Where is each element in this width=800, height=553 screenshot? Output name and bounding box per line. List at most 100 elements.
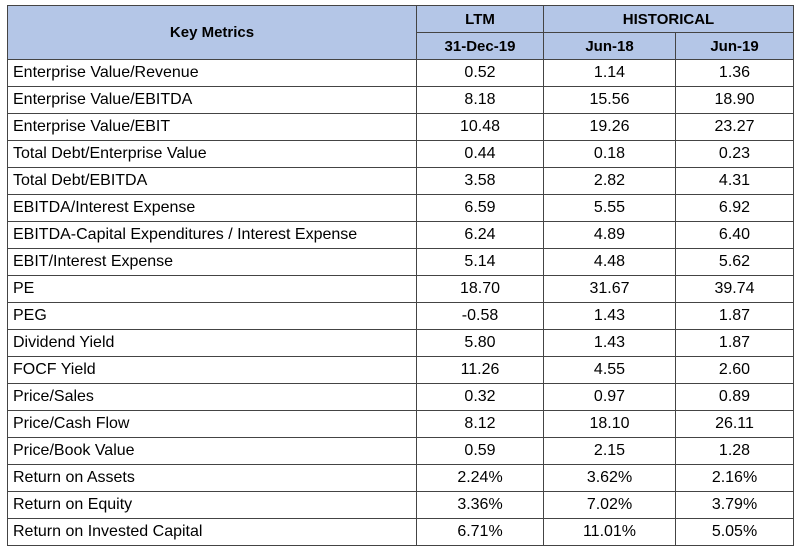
table-row: Enterprise Value/EBIT 10.48 19.26 23.27 — [7, 113, 794, 141]
metric-label: Enterprise Value/EBIT — [7, 113, 417, 141]
table-row: Dividend Yield 5.80 1.43 1.87 — [7, 329, 794, 357]
metric-value: 19.26 — [543, 113, 676, 141]
metric-label: EBIT/Interest Expense — [7, 248, 417, 276]
metric-value: 6.40 — [675, 221, 794, 249]
period-header: 31-Dec-19 — [416, 32, 544, 60]
table-row: PE 18.70 31.67 39.74 — [7, 275, 794, 303]
metric-value: 0.44 — [416, 140, 544, 168]
metric-value: 4.55 — [543, 356, 676, 384]
metric-label: Price/Cash Flow — [7, 410, 417, 438]
metric-value: 6.71% — [416, 518, 544, 546]
metric-label: Price/Sales — [7, 383, 417, 411]
table-row: Return on Invested Capital 6.71% 11.01% 5.0… — [7, 518, 794, 546]
metric-value: -0.58 — [416, 302, 544, 330]
metric-label: Enterprise Value/Revenue — [7, 59, 417, 87]
metric-value: 5.62 — [675, 248, 794, 276]
metric-value: 3.58 — [416, 167, 544, 195]
table-row: Enterprise Value/EBITDA 8.18 15.56 18.90 — [7, 86, 794, 114]
key-metrics-header: Key Metrics — [7, 5, 417, 60]
table-row: EBITDA/Interest Expense 6.59 5.55 6.92 — [7, 194, 794, 222]
table-header: Key Metrics LTM HISTORICAL 31-Dec-19 Jun… — [7, 5, 794, 60]
metric-value: 10.48 — [416, 113, 544, 141]
table-row: EBIT/Interest Expense 5.14 4.48 5.62 — [7, 248, 794, 276]
metric-label: Enterprise Value/EBITDA — [7, 86, 417, 114]
table-row: Return on Equity 3.36% 7.02% 3.79% — [7, 491, 794, 519]
metric-value: 18.10 — [543, 410, 676, 438]
metric-value: 15.56 — [543, 86, 676, 114]
metric-value: 0.59 — [416, 437, 544, 465]
table-row: Price/Book Value 0.59 2.15 1.28 — [7, 437, 794, 465]
metric-value: 3.62% — [543, 464, 676, 492]
metric-value: 6.24 — [416, 221, 544, 249]
metric-value: 3.79% — [675, 491, 794, 519]
metric-value: 39.74 — [675, 275, 794, 303]
metric-value: 1.28 — [675, 437, 794, 465]
metric-value: 6.92 — [675, 194, 794, 222]
metric-label: Return on Equity — [7, 491, 417, 519]
table-row: Total Debt/Enterprise Value 0.44 0.18 0.23 — [7, 140, 794, 168]
metric-value: 11.01% — [543, 518, 676, 546]
metric-value: 1.43 — [543, 329, 676, 357]
metric-value: 8.18 — [416, 86, 544, 114]
metric-value: 11.26 — [416, 356, 544, 384]
metric-value: 1.14 — [543, 59, 676, 87]
metric-value: 18.90 — [675, 86, 794, 114]
table-row: Price/Cash Flow 8.12 18.10 26.11 — [7, 410, 794, 438]
metric-value: 5.55 — [543, 194, 676, 222]
metric-value: 3.36% — [416, 491, 544, 519]
metric-label: PE — [7, 275, 417, 303]
table-body: Enterprise Value/Revenue 0.52 1.14 1.36 Ent… — [7, 59, 794, 546]
metric-label: FOCF Yield — [7, 356, 417, 384]
metric-value: 2.82 — [543, 167, 676, 195]
metric-label: EBITDA-Capital Expenditures / Interest E… — [7, 221, 417, 249]
metric-value: 0.23 — [675, 140, 794, 168]
metric-value: 0.32 — [416, 383, 544, 411]
metric-value: 5.05% — [675, 518, 794, 546]
table-row: EBITDA-Capital Expenditures / Interest E… — [7, 221, 794, 249]
metric-label: Dividend Yield — [7, 329, 417, 357]
table-row: Enterprise Value/Revenue 0.52 1.14 1.36 — [7, 59, 794, 87]
table-row: Return on Assets 2.24% 3.62% 2.16% — [7, 464, 794, 492]
metric-label: Total Debt/Enterprise Value — [7, 140, 417, 168]
metric-value: 1.87 — [675, 329, 794, 357]
metric-label: Price/Book Value — [7, 437, 417, 465]
metric-value: 4.48 — [543, 248, 676, 276]
metric-value: 8.12 — [416, 410, 544, 438]
metric-value: 0.18 — [543, 140, 676, 168]
metric-label: EBITDA/Interest Expense — [7, 194, 417, 222]
metric-value: 26.11 — [675, 410, 794, 438]
metric-value: 1.36 — [675, 59, 794, 87]
ltm-header: LTM — [416, 5, 544, 33]
table-row: FOCF Yield 11.26 4.55 2.60 — [7, 356, 794, 384]
metric-value: 31.67 — [543, 275, 676, 303]
metric-value: 4.89 — [543, 221, 676, 249]
metric-value: 5.80 — [416, 329, 544, 357]
metric-value: 2.24% — [416, 464, 544, 492]
metric-value: 0.52 — [416, 59, 544, 87]
metric-value: 4.31 — [675, 167, 794, 195]
metric-value: 0.89 — [675, 383, 794, 411]
metric-value: 2.60 — [675, 356, 794, 384]
metric-label: Return on Invested Capital — [7, 518, 417, 546]
metric-value: 1.87 — [675, 302, 794, 330]
metric-value: 5.14 — [416, 248, 544, 276]
metric-value: 2.15 — [543, 437, 676, 465]
metric-value: 0.97 — [543, 383, 676, 411]
period-header: Jun-19 — [675, 32, 794, 60]
metric-label: Return on Assets — [7, 464, 417, 492]
metric-label: Total Debt/EBITDA — [7, 167, 417, 195]
historical-header: HISTORICAL — [543, 5, 794, 33]
metric-value: 1.43 — [543, 302, 676, 330]
metric-value: 6.59 — [416, 194, 544, 222]
header-row-groups: Key Metrics LTM HISTORICAL — [7, 5, 794, 60]
period-header: Jun-18 — [543, 32, 676, 60]
metric-value: 2.16% — [675, 464, 794, 492]
table-row: PEG -0.58 1.43 1.87 — [7, 302, 794, 330]
metric-value: 7.02% — [543, 491, 676, 519]
key-metrics-table: Key Metrics LTM HISTORICAL 31-Dec-19 Jun… — [7, 5, 794, 546]
metric-value: 18.70 — [416, 275, 544, 303]
metric-label: PEG — [7, 302, 417, 330]
metric-value: 23.27 — [675, 113, 794, 141]
header-row-periods: 31-Dec-19 Jun-18 Jun-19 — [8, 32, 794, 60]
table-row: Price/Sales 0.32 0.97 0.89 — [7, 383, 794, 411]
